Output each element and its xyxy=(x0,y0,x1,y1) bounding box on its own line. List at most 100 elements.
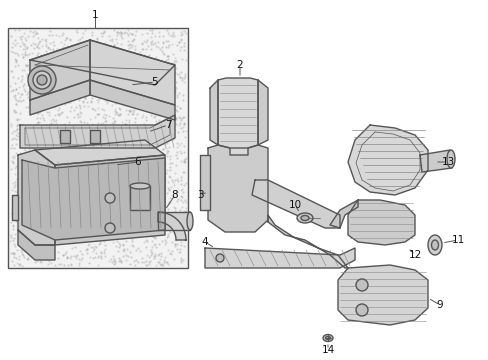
Point xyxy=(36,38,43,44)
Point xyxy=(113,221,121,227)
Point xyxy=(55,54,62,60)
Point xyxy=(34,42,42,48)
Point xyxy=(88,185,96,190)
Point xyxy=(107,46,115,52)
Point xyxy=(59,222,67,228)
Point xyxy=(53,46,61,51)
Point xyxy=(169,211,177,217)
Point xyxy=(84,59,92,64)
Point xyxy=(66,36,74,42)
Point xyxy=(111,70,119,76)
Point xyxy=(109,185,117,191)
Point xyxy=(147,249,155,255)
Point xyxy=(173,149,181,155)
Point xyxy=(43,219,51,225)
Point xyxy=(158,44,166,50)
Point xyxy=(92,250,100,256)
Point xyxy=(110,42,118,48)
Point xyxy=(146,179,154,184)
Point xyxy=(136,62,144,67)
Point xyxy=(121,90,128,95)
Point xyxy=(19,252,26,258)
Point xyxy=(39,83,47,89)
Point xyxy=(141,126,149,132)
Point xyxy=(159,50,167,56)
Point xyxy=(7,88,15,94)
Point xyxy=(182,30,189,36)
Point xyxy=(20,233,27,238)
Point xyxy=(146,94,154,100)
Point xyxy=(104,87,112,93)
Point xyxy=(172,155,180,161)
Point xyxy=(108,253,116,258)
Point xyxy=(160,139,167,144)
Point xyxy=(114,60,122,66)
Point xyxy=(164,145,172,150)
Point xyxy=(145,159,153,165)
Point xyxy=(45,66,53,72)
Point xyxy=(138,46,145,52)
Point xyxy=(114,125,122,131)
Point xyxy=(178,115,185,121)
Point xyxy=(171,241,179,247)
Polygon shape xyxy=(90,130,100,143)
Point xyxy=(122,62,129,68)
Point xyxy=(163,148,170,154)
Point xyxy=(157,262,165,268)
Point xyxy=(181,205,189,211)
Point xyxy=(55,59,63,65)
Point xyxy=(119,124,127,130)
Point xyxy=(115,258,122,264)
Point xyxy=(147,244,155,250)
Point xyxy=(153,188,161,194)
Point xyxy=(55,92,62,98)
Point xyxy=(113,100,121,106)
Point xyxy=(35,39,42,45)
Point xyxy=(23,52,31,58)
Point xyxy=(19,225,27,231)
Point xyxy=(147,188,155,193)
Point xyxy=(14,130,22,136)
Point xyxy=(178,204,186,210)
Point xyxy=(142,114,149,120)
Polygon shape xyxy=(90,80,175,120)
Point xyxy=(163,261,171,267)
Point xyxy=(59,239,66,245)
Point xyxy=(109,126,117,132)
Point xyxy=(131,257,139,262)
Point xyxy=(91,244,99,249)
Point xyxy=(176,120,183,126)
Point xyxy=(42,143,50,149)
Point xyxy=(159,228,167,234)
Point xyxy=(9,180,17,186)
Point xyxy=(25,244,33,250)
Point xyxy=(111,146,119,152)
Point xyxy=(60,129,68,135)
Point xyxy=(71,210,79,216)
Point xyxy=(15,27,23,33)
Point xyxy=(92,175,100,180)
Point xyxy=(127,134,135,139)
Point xyxy=(100,43,107,49)
Point xyxy=(127,254,135,260)
Point xyxy=(118,125,125,131)
Point xyxy=(138,96,146,102)
Point xyxy=(74,166,81,172)
Point xyxy=(27,205,35,211)
Point xyxy=(121,121,128,127)
Point xyxy=(165,153,173,159)
Point xyxy=(135,102,142,108)
Point xyxy=(131,146,139,152)
Point xyxy=(151,216,159,222)
Point xyxy=(107,208,115,214)
Point xyxy=(81,85,89,91)
Polygon shape xyxy=(12,195,18,220)
Point xyxy=(45,253,53,259)
Point xyxy=(122,153,130,158)
Point xyxy=(120,148,128,154)
Point xyxy=(56,182,63,188)
Point xyxy=(104,93,112,98)
Point xyxy=(77,169,84,175)
Point xyxy=(159,129,167,135)
Point xyxy=(122,162,130,168)
